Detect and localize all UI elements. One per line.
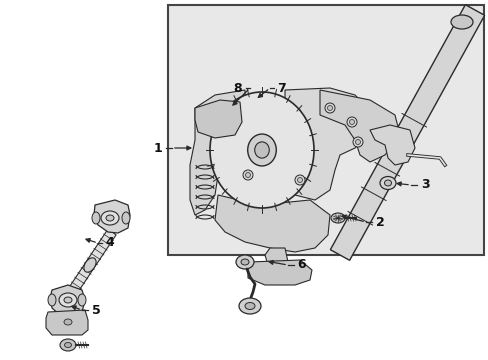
Polygon shape	[369, 125, 414, 165]
Ellipse shape	[101, 211, 119, 225]
Polygon shape	[330, 5, 484, 260]
Polygon shape	[64, 229, 116, 301]
Ellipse shape	[349, 120, 354, 125]
Ellipse shape	[384, 180, 391, 186]
Text: 7: 7	[277, 81, 286, 94]
Ellipse shape	[327, 105, 332, 111]
Polygon shape	[264, 248, 287, 268]
Ellipse shape	[352, 137, 362, 147]
Ellipse shape	[379, 176, 395, 189]
Polygon shape	[280, 88, 369, 200]
Ellipse shape	[48, 294, 56, 306]
Text: 4: 4	[105, 237, 114, 249]
Ellipse shape	[122, 212, 130, 224]
Ellipse shape	[209, 92, 313, 208]
Polygon shape	[190, 90, 244, 215]
Ellipse shape	[59, 293, 77, 307]
Text: 1: 1	[153, 141, 162, 154]
Ellipse shape	[330, 213, 345, 223]
Ellipse shape	[294, 175, 305, 185]
Polygon shape	[46, 310, 88, 335]
Ellipse shape	[92, 212, 100, 224]
Ellipse shape	[243, 170, 252, 180]
Polygon shape	[94, 200, 130, 233]
Text: 2: 2	[375, 216, 384, 229]
Ellipse shape	[244, 302, 254, 310]
Ellipse shape	[64, 319, 72, 325]
Ellipse shape	[60, 339, 76, 351]
Ellipse shape	[254, 142, 269, 158]
Bar	[168, 5, 483, 255]
Ellipse shape	[84, 258, 96, 272]
Ellipse shape	[64, 297, 72, 303]
Text: 6: 6	[297, 258, 305, 271]
Polygon shape	[247, 260, 311, 285]
Ellipse shape	[346, 117, 356, 127]
Ellipse shape	[355, 139, 360, 144]
Ellipse shape	[241, 259, 248, 265]
Text: 8: 8	[233, 81, 242, 94]
Ellipse shape	[247, 134, 276, 166]
Ellipse shape	[236, 255, 253, 269]
Polygon shape	[195, 100, 242, 138]
Text: 5: 5	[91, 303, 100, 316]
Ellipse shape	[239, 298, 261, 314]
Ellipse shape	[325, 103, 334, 113]
Text: 3: 3	[420, 179, 428, 192]
Ellipse shape	[245, 172, 250, 177]
Polygon shape	[215, 195, 329, 252]
Polygon shape	[319, 90, 399, 162]
Ellipse shape	[450, 15, 472, 29]
Ellipse shape	[78, 294, 86, 306]
Polygon shape	[50, 285, 85, 317]
Ellipse shape	[64, 342, 71, 347]
Ellipse shape	[297, 177, 302, 183]
Ellipse shape	[106, 215, 114, 221]
